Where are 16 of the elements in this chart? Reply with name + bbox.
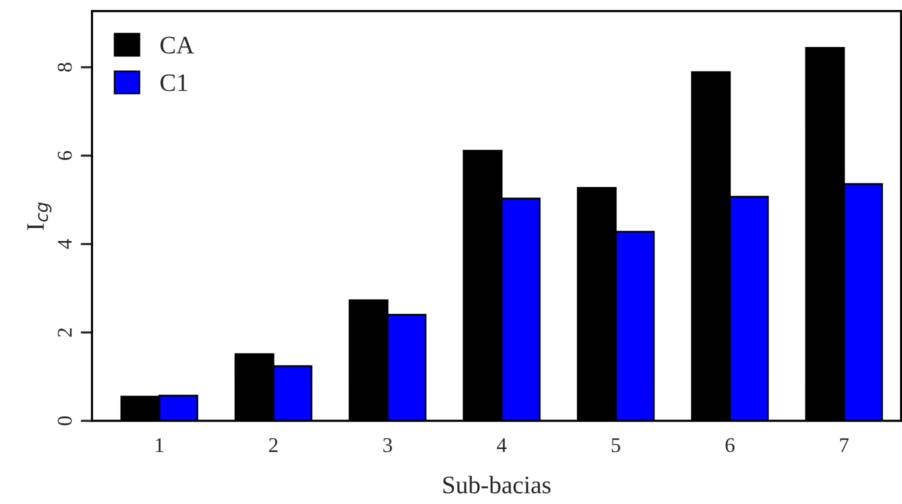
x-tick-label: 2 <box>269 438 278 452</box>
y-tick-label: 2 <box>58 328 72 337</box>
x-tick-label: 7 <box>840 438 849 452</box>
x-axis-title: Sub-bacias <box>443 476 550 494</box>
y-tick-label: 8 <box>58 62 72 72</box>
y-axis-title: I$_{cg}$ <box>27 202 52 230</box>
legend-label: CA <box>160 36 194 54</box>
y-tick-label: 0 <box>58 416 72 426</box>
y-tick-label: 6 <box>58 151 72 160</box>
x-tick-label: 1 <box>156 438 164 452</box>
x-tick-label: 5 <box>612 438 620 452</box>
x-tick-label: 4 <box>496 438 507 452</box>
x-tick-label: 6 <box>726 438 735 452</box>
legend-label: C1 <box>160 74 188 92</box>
y-tick-label: 4 <box>58 239 72 249</box>
x-tick-label: 3 <box>383 438 392 452</box>
